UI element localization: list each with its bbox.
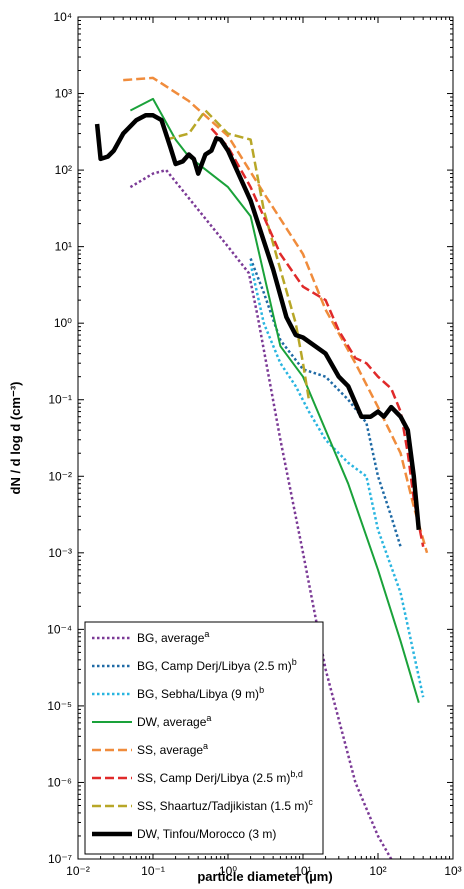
y-tick-label: 10⁻⁵ [47,699,72,713]
x-tick-label: 10⁻¹ [141,864,165,878]
y-tick-label: 10⁻⁴ [47,622,72,636]
series-line [94,113,422,531]
series-line [165,109,311,400]
x-tick-label: 10¹ [294,864,311,878]
legend-box [84,621,324,855]
series-line [210,127,425,548]
y-tick-label: 10⁻¹ [48,393,72,407]
legend-superscript: b,d [290,769,303,779]
legend: BG, averagea BG, Camp Derj/Libya (2.5 m)b… [84,621,324,855]
plot-frame [77,16,454,860]
legend-superscript: c [308,797,313,807]
x-tick-label: 10⁻² [66,864,90,878]
legend-label: BG, averagea [137,629,209,645]
legend-superscript: a [204,629,209,639]
legend-label: BG, Camp Derj/Libya (2.5 m)b [137,657,297,673]
y-axis-title: dN / d log d (cm⁻³) [8,381,23,494]
x-tick-label: 10³ [444,864,461,878]
legend-label: SS, averagea [137,741,208,757]
legend-label: DW, averagea [137,713,211,729]
series-line [249,263,425,698]
legend-superscript: b [259,685,264,695]
legend-label: SS, Shaartuz/Tadjikistan (1.5 m)c [137,797,313,813]
legend-label: SS, Camp Derj/Libya (2.5 m)b,d [137,769,303,785]
y-tick-label: 10⁻⁷ [48,852,72,866]
y-tick-label: 10¹ [55,240,72,254]
series-line [249,258,402,548]
series-line [129,97,420,703]
series-layer [94,76,429,859]
legend-superscript: a [206,713,211,723]
y-tick-label: 10³ [55,87,72,101]
y-tick-label: 10⁰ [54,316,72,330]
y-axis-ticks: 10⁴ 10³ 10² 10¹ 10⁰ 10⁻¹ 10⁻² 10⁻³ 10⁻⁴ 10⁻⁵ 10⁻⁶ 1… [47,10,453,866]
series-line [123,76,429,554]
series-line [129,168,393,859]
y-tick-label: 10² [55,163,72,177]
legend-superscript: b [292,657,297,667]
x-tick-label: 10² [369,864,386,878]
x-tick-label: 10⁰ [219,864,237,878]
legend-label: DW, Tinfou/Morocco (3 m) [137,827,276,841]
legend-superscript: a [203,741,208,751]
y-tick-label: 10⁻³ [48,546,72,560]
legend-label: BG, Sebha/Libya (9 m)b [137,685,264,701]
y-tick-label: 10⁻² [48,469,72,483]
x-axis-title: particle diameter (µm) [197,869,332,884]
y-tick-label: 10⁻⁶ [47,775,72,789]
y-tick-label: 10⁴ [53,10,72,24]
